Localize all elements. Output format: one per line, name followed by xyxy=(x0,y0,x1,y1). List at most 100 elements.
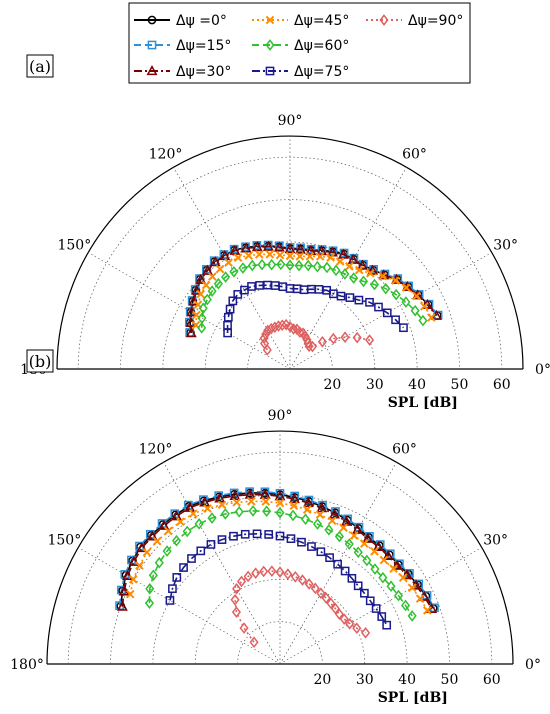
data-point xyxy=(196,289,206,299)
data-point xyxy=(239,622,249,634)
data-point xyxy=(274,490,286,501)
data-point xyxy=(231,606,241,618)
data-point xyxy=(265,249,275,259)
data-point xyxy=(128,574,138,584)
data-point xyxy=(371,604,381,613)
data-point xyxy=(310,582,320,595)
data-point xyxy=(353,546,363,559)
data-point xyxy=(391,276,400,285)
data-point xyxy=(240,529,250,539)
data-point xyxy=(244,488,256,499)
data-point xyxy=(422,606,432,615)
data-point xyxy=(275,506,285,519)
data-point xyxy=(339,613,349,625)
data-point xyxy=(209,256,221,267)
radial-tick-label: 30 xyxy=(366,377,384,393)
data-point xyxy=(361,627,371,639)
series-line xyxy=(148,510,413,617)
data-point xyxy=(349,253,359,263)
data-point xyxy=(207,285,217,297)
series-line xyxy=(195,253,433,326)
data-point xyxy=(221,271,231,283)
radial-tick-label: 40 xyxy=(398,672,416,688)
data-point xyxy=(331,264,341,277)
data-point xyxy=(275,498,285,508)
data-point xyxy=(164,526,173,536)
data-point xyxy=(345,293,355,302)
data-point xyxy=(317,335,328,348)
data-point xyxy=(333,559,342,569)
data-point xyxy=(162,545,172,557)
legend-label: Δψ=60° xyxy=(294,38,349,54)
data-point xyxy=(260,487,270,497)
legend: Δψ =0° Δψ=15° Δψ=30° Δψ=45° Δψ=60° Δψ=75° Δψ=9… xyxy=(128,2,471,84)
data-point xyxy=(400,599,411,612)
legend-label: Δψ=45° xyxy=(294,13,349,29)
data-point xyxy=(316,587,326,600)
data-point xyxy=(125,589,135,599)
data-point xyxy=(412,291,421,301)
data-point xyxy=(386,580,396,593)
angle-tick-label: 60° xyxy=(402,146,427,162)
data-point xyxy=(382,308,392,318)
data-point xyxy=(288,493,300,504)
panel-label-box xyxy=(26,54,54,78)
panel-label-text: (a) xyxy=(29,57,51,76)
data-point xyxy=(229,265,239,278)
data-point xyxy=(128,555,140,566)
data-point xyxy=(286,534,296,544)
data-point xyxy=(407,610,417,622)
angle-tick-label: 0° xyxy=(535,362,550,378)
data-point xyxy=(334,608,344,620)
data-point xyxy=(207,512,217,524)
series-4 xyxy=(144,505,417,622)
data-point xyxy=(358,275,369,288)
angle-tick-label: 120° xyxy=(139,441,173,457)
data-point xyxy=(372,540,384,551)
data-point xyxy=(262,505,272,518)
data-point xyxy=(225,304,235,314)
data-point xyxy=(251,567,261,579)
data-point xyxy=(144,597,155,609)
radial-tick-label: 30 xyxy=(356,672,374,688)
data-point xyxy=(247,259,257,272)
data-point xyxy=(208,272,217,281)
data-point xyxy=(393,589,404,602)
data-point xyxy=(289,501,299,511)
data-point xyxy=(229,244,239,254)
data-point xyxy=(407,583,417,593)
data-point xyxy=(290,570,300,583)
data-point xyxy=(401,296,411,308)
data-point xyxy=(165,596,175,605)
series-line xyxy=(188,244,439,333)
data-point xyxy=(420,302,429,311)
data-point xyxy=(148,569,158,582)
data-point xyxy=(230,593,240,606)
panel-label-text: (b) xyxy=(29,352,52,371)
data-point xyxy=(203,504,212,513)
data-point xyxy=(339,248,349,258)
data-point xyxy=(379,555,389,565)
data-point xyxy=(316,547,326,557)
data-point xyxy=(247,496,256,506)
data-point xyxy=(197,322,207,334)
data-point xyxy=(345,617,355,630)
data-point xyxy=(365,297,374,307)
data-point xyxy=(176,517,185,527)
data-point xyxy=(264,530,274,539)
data-point xyxy=(261,328,271,341)
data-point xyxy=(187,554,196,563)
data-point xyxy=(304,578,314,590)
data-point xyxy=(312,260,322,273)
angle-tick-label: 120° xyxy=(149,146,183,162)
data-point xyxy=(362,532,374,543)
data-point xyxy=(339,523,348,533)
data-point xyxy=(252,241,262,250)
data-point xyxy=(241,242,250,252)
series-6 xyxy=(230,565,371,649)
angle-tick-label: 30° xyxy=(483,533,508,549)
legend-label: Δψ=30° xyxy=(176,64,231,80)
series-2 xyxy=(116,488,438,613)
legend-label: Δψ=75° xyxy=(294,64,349,80)
